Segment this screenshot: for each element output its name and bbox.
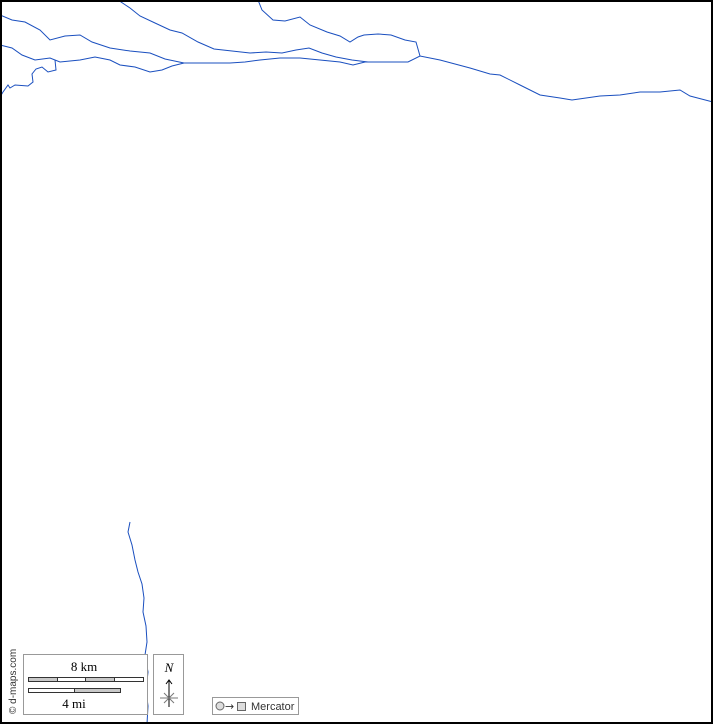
river xyxy=(117,0,369,63)
arrow-icon: → xyxy=(225,700,234,713)
river xyxy=(0,59,57,98)
river xyxy=(0,44,185,73)
scale-km-label: 8 km xyxy=(71,659,97,674)
north-label: N xyxy=(164,660,175,675)
river xyxy=(0,14,713,103)
projection-box: → Mercator xyxy=(212,697,299,715)
credit-text: © d-maps.com xyxy=(8,649,19,714)
north-arrow: N xyxy=(153,654,184,715)
river xyxy=(257,0,421,57)
square-icon xyxy=(237,702,246,711)
compass-icon xyxy=(160,679,178,707)
scale-bar: 8 km 4 mi xyxy=(23,654,148,715)
projection-label: Mercator xyxy=(251,701,295,713)
circle-icon xyxy=(215,701,225,711)
scale-mi-label: 4 mi xyxy=(62,696,86,711)
